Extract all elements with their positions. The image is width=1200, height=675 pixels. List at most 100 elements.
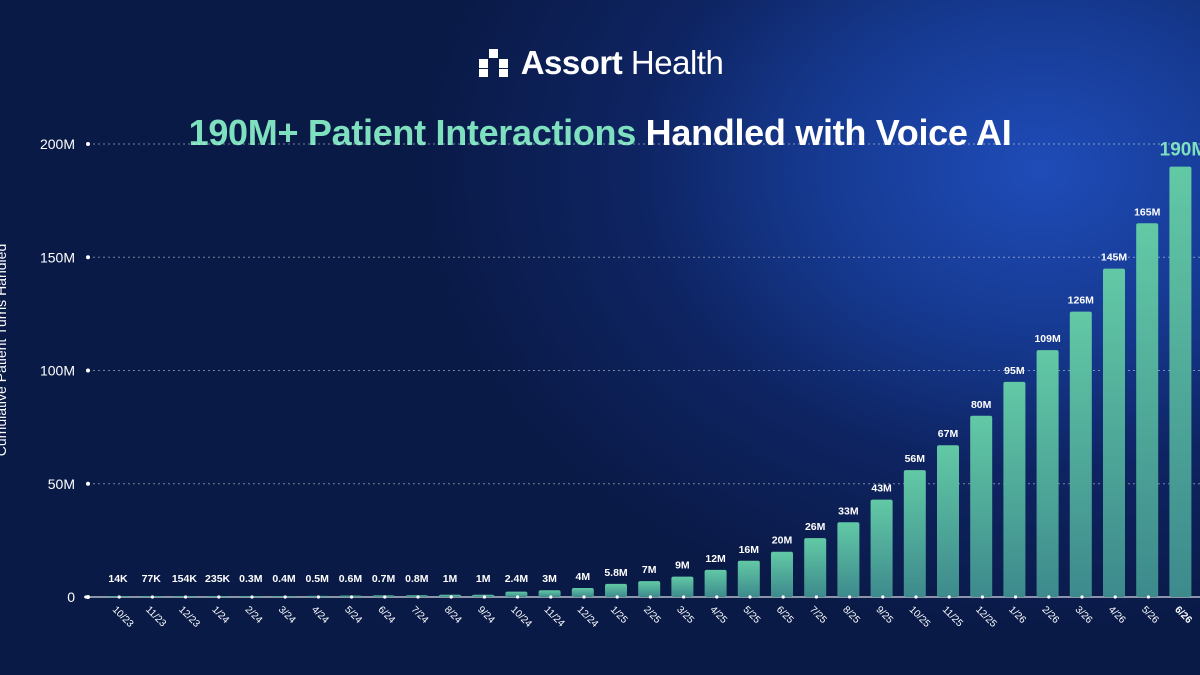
x-tick-label: 10/23 bbox=[110, 604, 136, 630]
x-tick-dot bbox=[881, 595, 885, 599]
x-tick-dot bbox=[184, 595, 188, 599]
bar bbox=[1169, 166, 1192, 597]
x-tick-dot bbox=[814, 595, 819, 599]
x-tick-label: 11/24 bbox=[541, 604, 566, 629]
data-label: 1M bbox=[443, 573, 458, 585]
data-label: 154K bbox=[172, 573, 198, 585]
x-tick-label: 10/24 bbox=[508, 604, 534, 630]
y-axis-label: Cumulative Patient Turns Handled bbox=[0, 244, 9, 456]
data-label: 77K bbox=[142, 573, 162, 585]
data-label: 190M bbox=[1160, 140, 1200, 161]
bar bbox=[771, 551, 793, 597]
x-tick-dot bbox=[848, 595, 852, 599]
x-tick-dot bbox=[748, 595, 752, 599]
x-tick-label: 9/24 bbox=[475, 604, 497, 626]
bar bbox=[704, 569, 727, 597]
x-tick-dot bbox=[980, 595, 985, 599]
x-tick-label: 4/26 bbox=[1106, 604, 1128, 626]
x-tick-label: 8/24 bbox=[442, 604, 464, 626]
x-axis-ticks: 10/23 11/23 12/23 1/24 2/24 3/24 4/24 5/24 6/24 7… bbox=[84, 595, 1194, 630]
data-label: 20M bbox=[772, 535, 793, 547]
x-tick-label: 3/24 bbox=[276, 604, 298, 626]
data-label: 1M bbox=[476, 573, 491, 585]
brand-name: Assort Health bbox=[521, 44, 724, 82]
x-tick-label: 8/25 bbox=[840, 604, 862, 626]
bar bbox=[1003, 381, 1026, 597]
bar bbox=[505, 591, 528, 597]
brand-name-bold: Assort bbox=[520, 44, 623, 81]
x-tick-dot bbox=[117, 595, 121, 599]
x-tick-label: 7/24 bbox=[409, 604, 431, 626]
x-tick-label: 1/25 bbox=[608, 604, 630, 626]
x-tick-dot bbox=[648, 595, 653, 599]
x-tick-label: 12/25 bbox=[973, 604, 999, 630]
x-tick-dot bbox=[250, 595, 254, 599]
x-tick-dot bbox=[516, 595, 520, 599]
x-tick-label: 2/25 bbox=[641, 604, 663, 626]
y-tick-label: 50M bbox=[48, 476, 75, 492]
bar bbox=[870, 499, 893, 597]
data-label: 16M bbox=[739, 544, 760, 556]
x-tick-label: 5/26 bbox=[1139, 604, 1161, 626]
data-label: 3M bbox=[542, 573, 557, 585]
bar bbox=[538, 590, 561, 597]
data-label: 67M bbox=[938, 428, 959, 440]
data-label: 2.4M bbox=[505, 573, 529, 585]
data-label: 56M bbox=[905, 453, 926, 465]
x-tick-dot bbox=[449, 595, 453, 599]
data-label: 0.4M bbox=[272, 573, 296, 585]
y-tick-dot bbox=[86, 481, 90, 486]
x-tick-label: 2/26 bbox=[1039, 604, 1061, 626]
x-tick-dot bbox=[582, 595, 586, 599]
data-label: 0.3M bbox=[239, 573, 263, 585]
y-axis-ticks: 0 50M 100M 150M 200M bbox=[40, 136, 90, 605]
x-tick-dot bbox=[283, 595, 287, 599]
x-tick-label: 7/25 bbox=[807, 604, 829, 626]
x-tick-label: 3/26 bbox=[1073, 604, 1095, 626]
x-tick-dot bbox=[84, 595, 88, 599]
data-label: 80M bbox=[971, 399, 992, 411]
bar bbox=[1069, 311, 1092, 597]
x-tick-label: 1/24 bbox=[209, 604, 231, 626]
y-tick-dot bbox=[86, 368, 90, 373]
x-tick-dot bbox=[549, 595, 553, 599]
y-tick-label: 100M bbox=[40, 363, 75, 379]
x-tick-label: 4/25 bbox=[707, 604, 729, 626]
brand-header: Assort Health bbox=[0, 44, 1200, 82]
value-labels: 14K 77K 154K 235K 0.3M 0.4M 0.5M 0.6M 0.7M 0.8M 1M… bbox=[108, 140, 1200, 585]
data-label: 14K bbox=[108, 573, 128, 585]
x-tick-label: 4/24 bbox=[309, 604, 331, 626]
data-label: 126M bbox=[1068, 295, 1095, 307]
data-label: 26M bbox=[805, 521, 826, 533]
x-tick-dot bbox=[482, 595, 486, 599]
x-tick-dot bbox=[1014, 595, 1018, 599]
bar bbox=[671, 576, 694, 597]
x-tick-dot bbox=[1146, 595, 1150, 599]
chart-title: 190M+ Patient Interactions Handled with … bbox=[0, 112, 1200, 154]
data-label: 0.7M bbox=[372, 573, 396, 585]
data-label: 109M bbox=[1034, 333, 1061, 345]
bar bbox=[737, 560, 760, 597]
x-tick-dot bbox=[383, 595, 387, 599]
gridlines bbox=[84, 143, 1200, 598]
x-tick-dot bbox=[1080, 595, 1084, 599]
y-tick-dot bbox=[86, 255, 90, 260]
x-tick-label: 12/24 bbox=[575, 604, 601, 630]
x-tick-label: 12/23 bbox=[176, 604, 202, 630]
x-tick-dot bbox=[217, 595, 221, 599]
data-label: 145M bbox=[1101, 252, 1128, 264]
x-tick-dot bbox=[1047, 595, 1051, 599]
x-tick-label: 11/23 bbox=[143, 604, 168, 629]
x-tick-label: 6/26 bbox=[1172, 604, 1194, 626]
x-tick-label: 5/24 bbox=[342, 604, 364, 626]
x-tick-label: 11/25 bbox=[940, 604, 965, 629]
data-label: 235K bbox=[205, 573, 231, 585]
x-tick-dot bbox=[682, 595, 686, 599]
data-label: 0.5M bbox=[306, 573, 330, 585]
chart-title-highlight: 190M+ Patient Interactions bbox=[188, 112, 637, 153]
data-label: 9M bbox=[675, 560, 690, 572]
x-tick-dot bbox=[416, 595, 420, 599]
assort-logo-icon bbox=[478, 49, 508, 77]
bar bbox=[605, 583, 627, 597]
